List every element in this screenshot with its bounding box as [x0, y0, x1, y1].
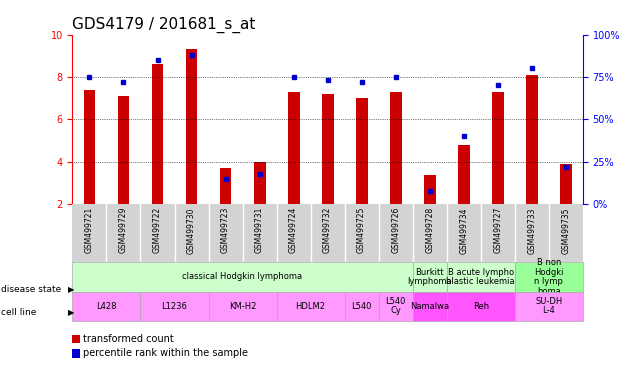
Text: GSM499729: GSM499729 — [119, 207, 128, 253]
Text: GSM499722: GSM499722 — [153, 207, 162, 253]
Text: L540
Cy: L540 Cy — [386, 297, 406, 315]
Text: B acute lympho
blastic leukemia: B acute lympho blastic leukemia — [447, 268, 515, 286]
Text: GSM499731: GSM499731 — [255, 207, 264, 253]
Bar — [254, 162, 265, 204]
Text: percentile rank within the sample: percentile rank within the sample — [83, 348, 248, 358]
Text: GSM499724: GSM499724 — [289, 207, 298, 253]
Bar — [72, 262, 413, 291]
Bar — [515, 262, 583, 291]
Text: classical Hodgkin lymphoma: classical Hodgkin lymphoma — [183, 272, 302, 281]
Text: Namalwa: Namalwa — [410, 301, 449, 311]
Text: GSM499726: GSM499726 — [391, 207, 400, 253]
Bar — [140, 291, 209, 321]
Bar — [345, 291, 379, 321]
Text: disease state: disease state — [1, 285, 61, 295]
Bar — [447, 291, 515, 321]
Bar — [560, 164, 571, 204]
Bar — [186, 50, 197, 204]
Text: GSM499735: GSM499735 — [561, 207, 570, 253]
Bar — [152, 64, 163, 204]
Text: HDLM2: HDLM2 — [295, 301, 326, 311]
Bar — [288, 92, 299, 204]
Text: GSM499721: GSM499721 — [85, 207, 94, 253]
Text: ▶: ▶ — [68, 308, 74, 318]
Text: ▶: ▶ — [68, 285, 74, 295]
Bar — [356, 98, 367, 204]
Bar — [526, 75, 537, 204]
Bar — [424, 175, 435, 204]
Text: Burkitt
lymphoma: Burkitt lymphoma — [408, 268, 452, 286]
Text: GSM499725: GSM499725 — [357, 207, 366, 253]
Text: GSM499727: GSM499727 — [493, 207, 502, 253]
Bar — [413, 291, 447, 321]
Bar — [220, 168, 231, 204]
Text: Reh: Reh — [472, 301, 489, 311]
Text: transformed count: transformed count — [83, 334, 173, 344]
Bar — [277, 291, 345, 321]
Bar — [84, 89, 95, 204]
Text: B non
Hodgki
n lymp
homa: B non Hodgki n lymp homa — [534, 258, 563, 296]
Text: GSM499732: GSM499732 — [323, 207, 332, 253]
Bar — [322, 94, 333, 204]
Bar — [209, 291, 277, 321]
Text: GDS4179 / 201681_s_at: GDS4179 / 201681_s_at — [72, 17, 256, 33]
Bar — [390, 92, 401, 204]
Bar — [515, 291, 583, 321]
Text: KM-H2: KM-H2 — [229, 301, 256, 311]
Text: GSM499730: GSM499730 — [187, 207, 196, 253]
Bar — [413, 262, 447, 291]
Bar — [458, 145, 469, 204]
Text: GSM499733: GSM499733 — [527, 207, 536, 253]
Bar — [492, 92, 503, 204]
Text: L428: L428 — [96, 301, 117, 311]
Bar — [379, 291, 413, 321]
Text: cell line: cell line — [1, 308, 36, 318]
Bar — [447, 262, 515, 291]
Text: GSM499734: GSM499734 — [459, 207, 468, 253]
Text: L540: L540 — [352, 301, 372, 311]
Text: GSM499728: GSM499728 — [425, 207, 434, 253]
Text: SU-DH
L-4: SU-DH L-4 — [535, 297, 563, 315]
Bar — [118, 96, 129, 204]
Text: GSM499723: GSM499723 — [221, 207, 230, 253]
Bar — [72, 291, 140, 321]
Text: L1236: L1236 — [161, 301, 188, 311]
